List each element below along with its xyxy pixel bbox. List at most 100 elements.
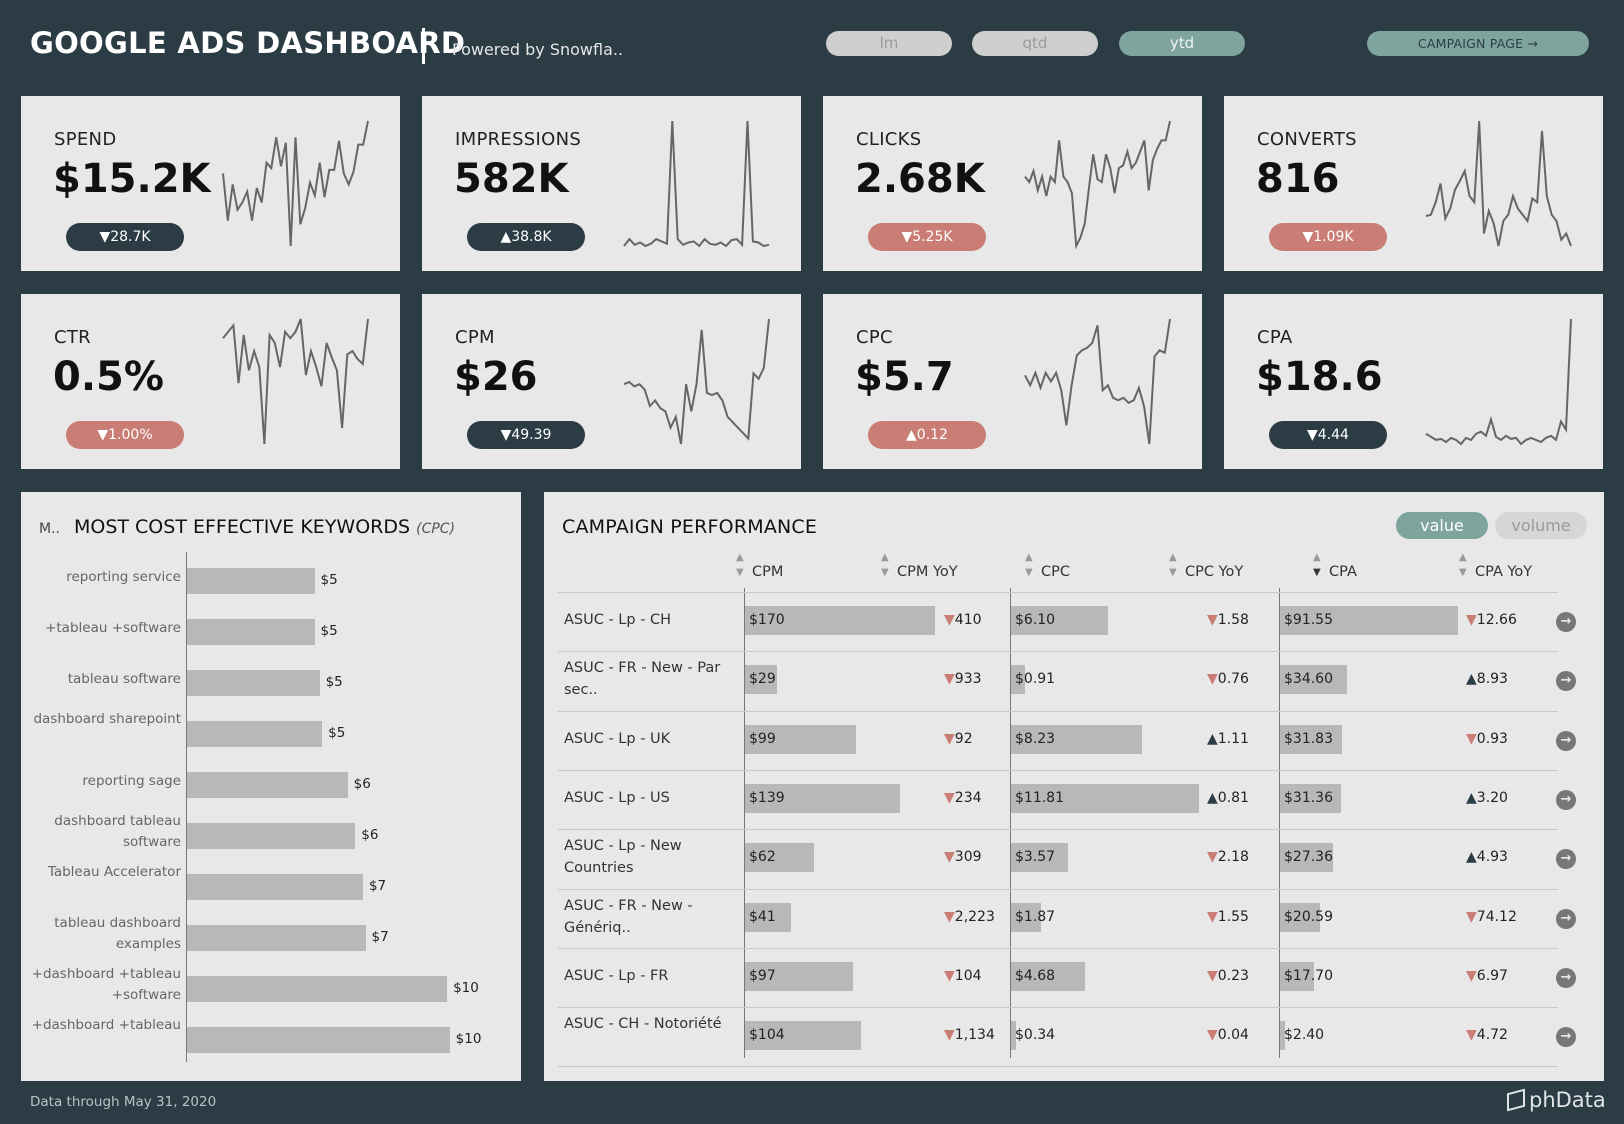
campaign-title: CAMPAIGN PERFORMANCE: [562, 516, 818, 538]
sort-cpc-yoy-icon[interactable]: ▲ ▼: [1169, 552, 1177, 578]
cpm-bar: [745, 665, 778, 695]
keyword-row[interactable]: +dashboard +tableau $10: [21, 1015, 521, 1065]
kpi-label: CPA: [1257, 327, 1293, 348]
cpc-bar: [1011, 783, 1199, 813]
sort-cpc-icon[interactable]: ▲ ▼: [1025, 552, 1033, 578]
keyword-row[interactable]: +tableau +software $5: [21, 607, 521, 657]
sort-cpm-icon[interactable]: ▲ ▼: [736, 552, 744, 578]
cpa-yoy-value: 12.66: [1476, 612, 1517, 628]
keyword-bar[interactable]: [187, 1027, 450, 1053]
keyword-row[interactable]: reporting service $5: [21, 556, 521, 606]
go-to-campaign-icon[interactable]: →: [1556, 1027, 1576, 1048]
sort-cpa-yoy-icon[interactable]: ▲ ▼: [1459, 552, 1467, 578]
kpi-delta-badge: ▲38.8K: [467, 223, 585, 251]
keyword-row[interactable]: Tableau Accelerator $7: [21, 862, 521, 912]
keyword-label: tableau dashboard examples: [54, 915, 181, 952]
keyword-bar[interactable]: [187, 772, 348, 798]
cpm-value: $104: [749, 1027, 785, 1044]
up-triangle-icon: ▲: [1207, 730, 1218, 747]
cpm-value: $97: [749, 967, 776, 984]
go-to-campaign-icon[interactable]: →: [1556, 967, 1576, 988]
period-lm-button[interactable]: lm: [826, 31, 952, 56]
go-to-campaign-icon[interactable]: →: [1556, 612, 1576, 632]
cpm-bar: [745, 843, 815, 873]
value-toggle[interactable]: value: [1396, 512, 1488, 539]
keyword-bar[interactable]: [187, 874, 363, 900]
cpc-yoy-value: 1.58: [1217, 612, 1249, 628]
keyword-bar[interactable]: [187, 925, 366, 951]
keyword-bar[interactable]: [187, 670, 320, 696]
cpa-yoy-value: 4.93: [1476, 849, 1508, 866]
cpa-bar: [1280, 606, 1458, 635]
cpm-bar: [745, 961, 854, 991]
col-cpc: CPC: [1041, 564, 1070, 580]
cpm-bar: [745, 606, 935, 635]
keyword-bar[interactable]: [187, 568, 315, 594]
cpc-value: $11.81: [1015, 789, 1064, 806]
cpm-yoy: ▼2,223: [944, 909, 995, 925]
go-to-campaign-icon[interactable]: →: [1556, 789, 1576, 810]
campaign-name: ASUC - FR - New - Par sec..: [564, 660, 721, 699]
keyword-row[interactable]: tableau dashboard examples $7: [21, 913, 521, 963]
keyword-label: +tableau +software: [45, 620, 181, 636]
go-to-campaign-icon[interactable]: →: [1556, 849, 1576, 870]
sort-cpm-yoy-icon[interactable]: ▲ ▼: [881, 552, 889, 578]
go-to-campaign-icon[interactable]: →: [1556, 908, 1576, 929]
volume-toggle[interactable]: volume: [1495, 512, 1587, 539]
col-cpa-yoy: CPA YoY: [1475, 564, 1533, 580]
campaign-name: ASUC - Lp - FR: [564, 967, 669, 984]
cpa-yoy: ▼12.66: [1466, 612, 1517, 628]
keyword-label: reporting service: [66, 569, 181, 585]
keyword-bar[interactable]: [187, 721, 323, 747]
cpm-bar: [745, 902, 791, 932]
cpc-yoy: ▼0.23: [1207, 968, 1249, 984]
keyword-value: $7: [371, 929, 389, 945]
title-separator: [422, 28, 425, 64]
keyword-bar[interactable]: [187, 976, 448, 1002]
cpa-axis: [1279, 588, 1280, 1058]
down-triangle-icon: ▼: [1207, 1027, 1218, 1044]
dashboard-subtitle: Powered by Snowfla..: [452, 40, 624, 59]
keyword-bar[interactable]: [187, 619, 315, 645]
down-triangle-icon: ▼: [944, 1027, 955, 1044]
keyword-row[interactable]: +dashboard +tableau +software $10: [21, 964, 521, 1014]
go-to-campaign-icon[interactable]: →: [1556, 671, 1576, 692]
cpm-yoy-value: 234: [954, 789, 982, 806]
sort-cpa-icon[interactable]: ▲ ▼: [1313, 552, 1321, 578]
keyword-row[interactable]: dashboard tableau software $6: [21, 811, 521, 861]
cpa-yoy-value: 6.97: [1476, 967, 1508, 984]
go-to-campaign-icon[interactable]: →: [1556, 730, 1576, 751]
period-ytd-button[interactable]: ytd: [1119, 31, 1245, 56]
campaign-page-button[interactable]: CAMPAIGN PAGE →: [1367, 31, 1589, 56]
kpi-card-clicks: CLICKS 2.68K ▼5.25K: [823, 96, 1202, 271]
keyword-value: $5: [328, 725, 346, 741]
cpm-value: $99: [749, 730, 776, 747]
kpi-card-cpa: CPA $18.6 ▼4.44: [1224, 294, 1603, 469]
row-divider: [558, 1066, 1558, 1068]
kpi-sparkline: [623, 318, 770, 445]
cpc-yoy-value: 0.81: [1217, 789, 1249, 806]
cpm-yoy: ▼92: [944, 731, 973, 747]
keyword-row[interactable]: reporting sage $6: [21, 760, 521, 810]
cpm-bar: [745, 1021, 862, 1051]
col-cpm-yoy: CPM YoY: [897, 564, 958, 580]
keyword-row[interactable]: dashboard sharepoint $5: [21, 709, 521, 759]
cpm-yoy: ▼309: [944, 849, 982, 865]
cpa-yoy-value: 74.12: [1476, 908, 1517, 925]
cpc-value: $6.10: [1015, 612, 1056, 628]
keyword-bar[interactable]: [187, 823, 356, 849]
campaign-name: ASUC - Lp - New Countries: [564, 838, 682, 877]
row-divider: [558, 592, 1558, 593]
cpc-yoy-value: 2.18: [1217, 849, 1249, 866]
kpi-value: 2.68K: [855, 156, 985, 202]
keyword-label: +dashboard +tableau +software: [31, 966, 181, 1003]
keywords-prefix[interactable]: M..: [39, 521, 60, 537]
period-qtd-button[interactable]: qtd: [972, 31, 1098, 56]
down-triangle-icon: ▼: [1466, 612, 1477, 628]
keyword-label: dashboard tableau software: [54, 813, 181, 850]
campaign-panel: CAMPAIGN PERFORMANCE value volume ▲ ▼ CPM…: [544, 492, 1604, 1081]
cpa-value: $31.83: [1284, 730, 1333, 747]
keyword-row[interactable]: tableau software $5: [21, 658, 521, 708]
keyword-label: dashboard sharepoint: [33, 711, 181, 727]
down-triangle-icon: ▼: [944, 789, 955, 806]
